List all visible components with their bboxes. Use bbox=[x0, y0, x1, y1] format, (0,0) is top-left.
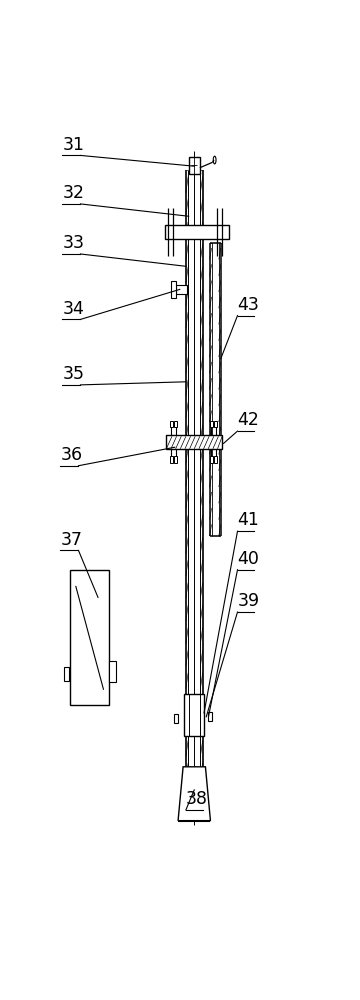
Text: 35: 35 bbox=[62, 365, 84, 383]
Bar bbox=[208, 712, 212, 721]
Bar bbox=[170, 456, 173, 463]
Bar bbox=[214, 456, 217, 463]
Bar bbox=[176, 285, 187, 294]
Bar bbox=[170, 421, 173, 427]
Bar bbox=[166, 435, 222, 449]
Bar bbox=[210, 421, 213, 427]
Text: 41: 41 bbox=[238, 511, 260, 529]
Bar bbox=[165, 225, 229, 239]
Bar bbox=[210, 456, 213, 463]
Text: 38: 38 bbox=[186, 790, 208, 808]
Text: 33: 33 bbox=[62, 234, 84, 252]
Text: 36: 36 bbox=[60, 446, 82, 464]
Bar bbox=[70, 570, 109, 705]
Text: 31: 31 bbox=[62, 136, 84, 154]
Bar bbox=[174, 714, 178, 723]
Text: 40: 40 bbox=[238, 550, 260, 568]
Text: 34: 34 bbox=[62, 300, 84, 318]
Text: 39: 39 bbox=[238, 592, 260, 610]
Text: 43: 43 bbox=[238, 296, 260, 314]
Bar bbox=[175, 421, 177, 427]
Bar bbox=[109, 661, 116, 682]
Text: 32: 32 bbox=[62, 184, 84, 202]
Bar bbox=[175, 456, 177, 463]
Bar bbox=[214, 421, 217, 427]
Bar bbox=[171, 281, 176, 298]
Bar bbox=[64, 667, 69, 681]
Bar bbox=[189, 157, 200, 174]
Bar bbox=[184, 694, 204, 736]
Text: 37: 37 bbox=[60, 531, 82, 549]
Polygon shape bbox=[178, 767, 211, 821]
Text: 42: 42 bbox=[238, 411, 260, 429]
